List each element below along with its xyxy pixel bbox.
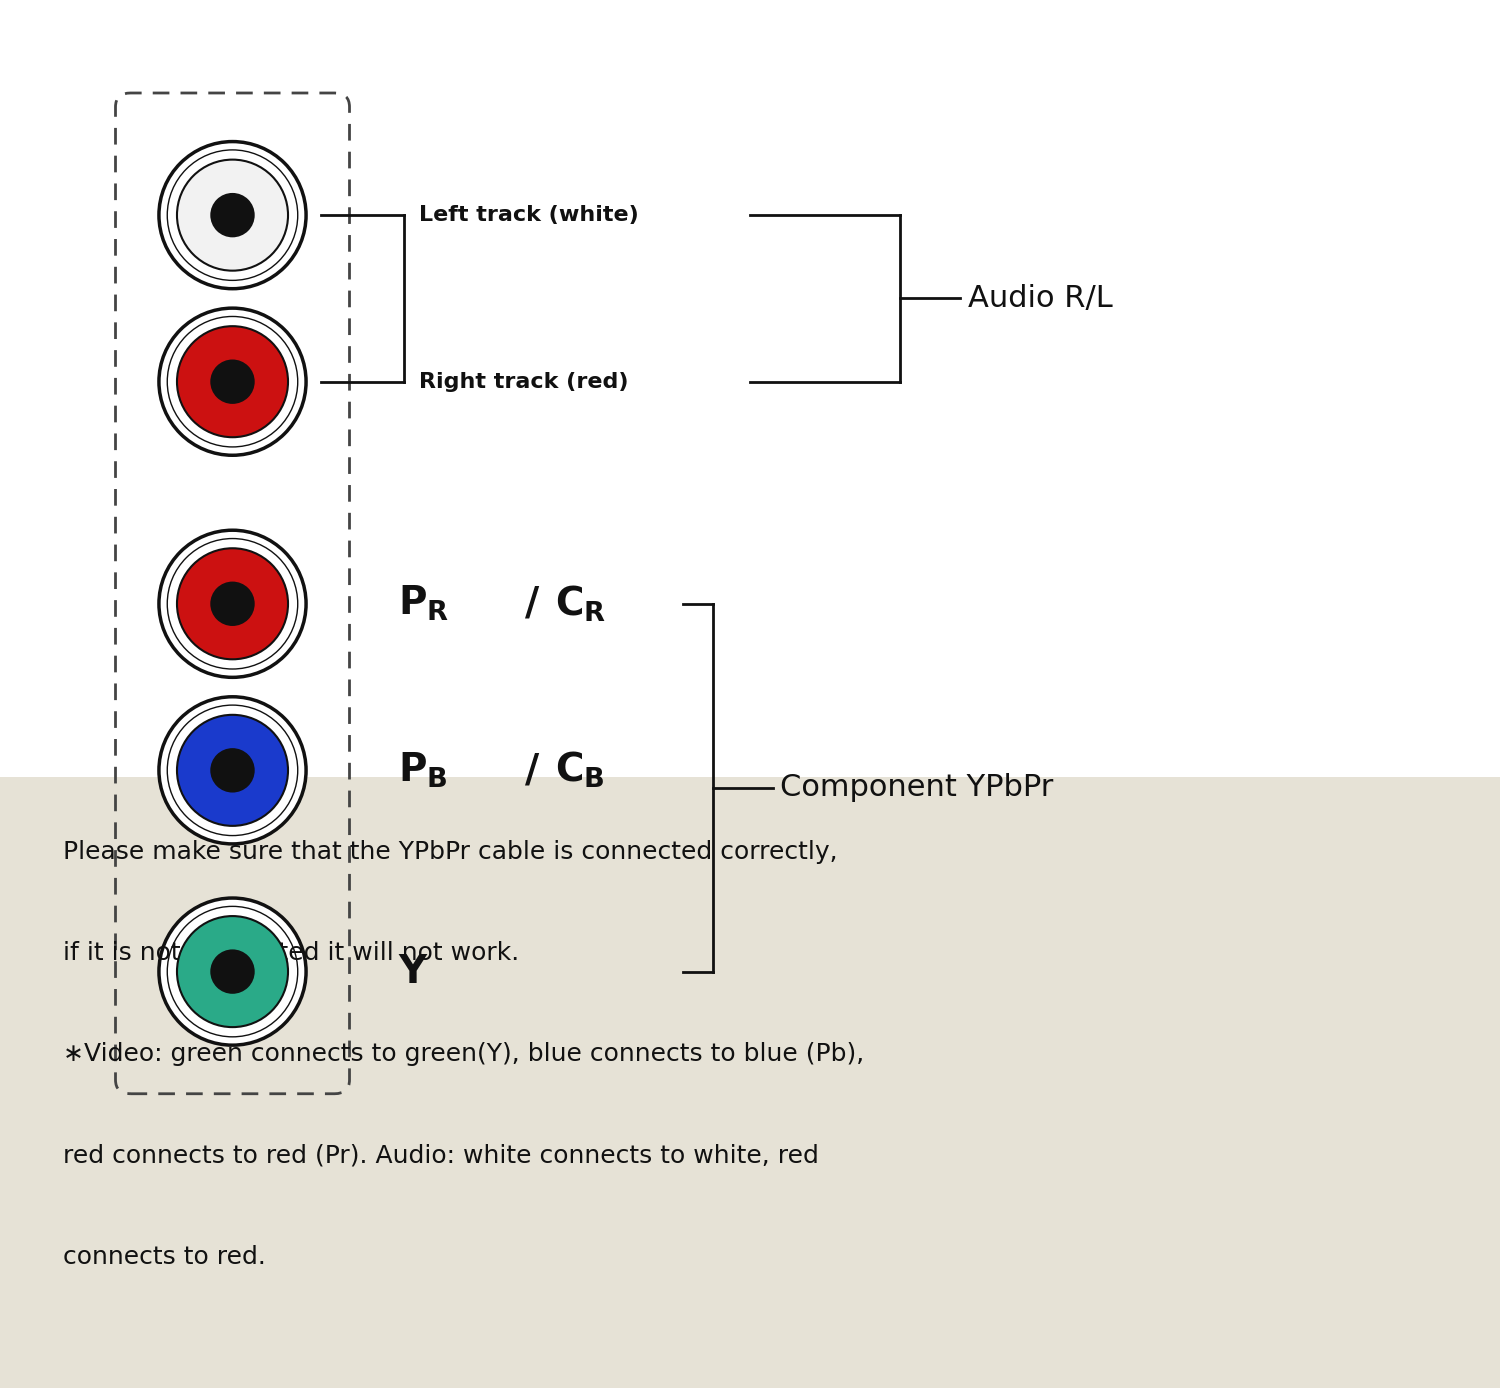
Text: if it is not connected it will not work.: if it is not connected it will not work. xyxy=(63,941,519,965)
Bar xyxy=(0,777,1500,1388)
Ellipse shape xyxy=(177,548,288,659)
Ellipse shape xyxy=(177,160,288,271)
Ellipse shape xyxy=(159,142,306,289)
Text: connects to red.: connects to red. xyxy=(63,1245,266,1269)
Ellipse shape xyxy=(168,906,297,1037)
Ellipse shape xyxy=(210,949,255,994)
Ellipse shape xyxy=(210,582,255,626)
Text: $\mathbf{P_R}$: $\mathbf{P_R}$ xyxy=(398,584,448,623)
Ellipse shape xyxy=(168,705,297,836)
Ellipse shape xyxy=(168,539,297,669)
Text: Right track (red): Right track (red) xyxy=(419,372,628,391)
Ellipse shape xyxy=(159,898,306,1045)
Ellipse shape xyxy=(159,697,306,844)
Text: Component YPbPr: Component YPbPr xyxy=(780,773,1053,802)
Ellipse shape xyxy=(210,359,255,404)
Text: $\mathbf{P_B}$: $\mathbf{P_B}$ xyxy=(398,751,447,790)
Text: ∗Video: green connects to green(Y), blue connects to blue (Pb),: ∗Video: green connects to green(Y), blue… xyxy=(63,1042,864,1066)
Text: $\mathbf{Y}$: $\mathbf{Y}$ xyxy=(398,952,429,991)
Text: Please make sure that the YPbPr cable is connected correctly,: Please make sure that the YPbPr cable is… xyxy=(63,840,837,863)
Ellipse shape xyxy=(177,916,288,1027)
Ellipse shape xyxy=(168,316,297,447)
Text: $\mathbf{C_R}$: $\mathbf{C_R}$ xyxy=(555,583,606,625)
Ellipse shape xyxy=(159,530,306,677)
Text: Left track (white): Left track (white) xyxy=(419,205,639,225)
Text: red connects to red (Pr). Audio: white connects to white, red: red connects to red (Pr). Audio: white c… xyxy=(63,1144,819,1167)
Text: /: / xyxy=(525,751,540,790)
Ellipse shape xyxy=(177,326,288,437)
Text: /: / xyxy=(525,584,540,623)
Ellipse shape xyxy=(168,150,297,280)
Text: Audio R/L: Audio R/L xyxy=(968,285,1112,312)
Text: $\mathbf{C_B}$: $\mathbf{C_B}$ xyxy=(555,750,604,791)
Ellipse shape xyxy=(177,715,288,826)
Ellipse shape xyxy=(210,748,255,793)
Bar xyxy=(0,0,1500,777)
Ellipse shape xyxy=(210,193,255,237)
Ellipse shape xyxy=(159,308,306,455)
